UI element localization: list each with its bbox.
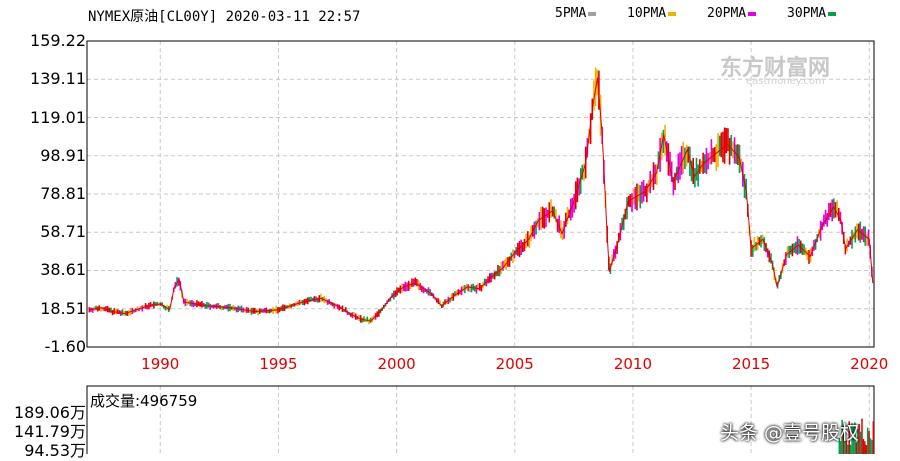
volume-bar: [842, 426, 845, 454]
legend-10pma-label: 10PMA: [627, 6, 667, 21]
y-tick-label: 139.11: [30, 69, 86, 89]
chart-title: NYMEX原油[CL00Y] 2020-03-11 22:57: [88, 9, 361, 25]
legend-10pma-swatch: [668, 11, 677, 16]
y-tick-label: 18.51: [40, 298, 86, 318]
volume-bar: [871, 439, 873, 454]
volume-bar: [854, 422, 856, 454]
volume-title: 成交量:496759: [90, 392, 198, 410]
price-line: [89, 77, 874, 322]
credit-watermark: 头条 @壹号股权: [720, 422, 860, 444]
legend-30pma: 30PMA: [787, 6, 837, 21]
legend-30pma-swatch: [828, 11, 837, 16]
volume-bar: [847, 444, 849, 454]
x-tick-label: 1995: [259, 355, 298, 373]
x-tick-label: 2020: [850, 355, 889, 373]
price-bars: [88, 67, 873, 325]
volume-bar: [841, 419, 843, 454]
volume-bar: [849, 444, 852, 454]
legend-10pma: 10PMA: [627, 6, 677, 21]
volume-bar: [866, 427, 869, 454]
x-tick-label: 2015: [732, 355, 771, 373]
x-tick-label: 1990: [141, 355, 180, 373]
y-tick-label: -1.60: [44, 337, 86, 356]
legend-30pma-label: 30PMA: [787, 6, 827, 21]
y-tick-label: 119.01: [30, 107, 86, 127]
y-tick-label: 98.91: [40, 145, 86, 165]
volume-bar: [864, 441, 866, 454]
legend-5pma: 5PMA: [555, 6, 597, 21]
volume-bar: [865, 444, 867, 454]
volume-bar: [859, 431, 862, 454]
volume-tick-1: 141.79万: [14, 422, 86, 441]
volume-bar: [861, 418, 863, 454]
watermark-sub: eastmoney.com: [746, 76, 825, 87]
volume-bar: [855, 442, 858, 454]
volume-bar: [868, 431, 870, 454]
volume-bar: [858, 423, 860, 454]
grid-lines: [87, 41, 874, 454]
price-panel-frame: [86, 40, 875, 348]
legend-20pma-swatch: [748, 11, 757, 16]
x-tick-label: 2005: [495, 355, 534, 373]
y-tick-label: 58.71: [40, 222, 86, 242]
x-tick-label: 2000: [377, 355, 416, 373]
legend-5pma-label: 5PMA: [555, 6, 587, 21]
y-tick-label: 38.61: [40, 260, 86, 280]
volume-bar: [851, 423, 853, 454]
volume-bar: [838, 437, 841, 454]
y-tick-label: 78.81: [40, 184, 86, 203]
volume-bar: [845, 440, 848, 454]
volume-bar: [856, 429, 859, 454]
volume-bars: [838, 418, 875, 454]
volume-bar: [839, 441, 842, 454]
volume-bar: [872, 421, 875, 454]
volume-tick-2: 94.53万: [24, 441, 86, 460]
volume-bar: [862, 438, 865, 454]
volume-bar: [844, 422, 846, 454]
legend-5pma-swatch: [588, 11, 597, 16]
volume-bar: [869, 438, 872, 454]
x-tick-label: 2010: [613, 355, 653, 373]
legend-20pma-label: 20PMA: [707, 6, 747, 21]
volume-bar: [848, 421, 850, 454]
legend-20pma: 20PMA: [707, 6, 757, 21]
volume-bar: [852, 426, 855, 454]
volume-tick-0: 189.06万: [14, 403, 86, 422]
watermark-logo: 东方财富网: [720, 56, 831, 81]
y-tick-label: 159.22: [30, 31, 86, 50]
